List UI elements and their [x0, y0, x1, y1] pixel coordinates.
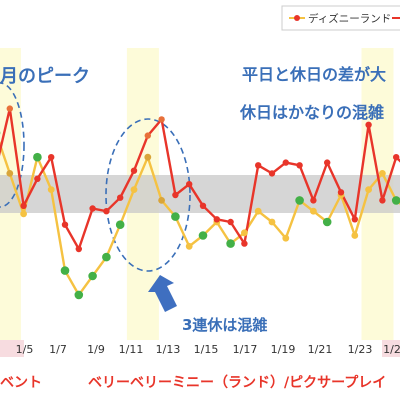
series-0-point-3 — [33, 152, 42, 162]
series-1-point-4 — [48, 154, 55, 161]
series-0-point-1 — [6, 170, 14, 177]
x-tick-8: 1/21 — [308, 343, 333, 356]
series-0-point-17 — [226, 239, 235, 248]
series-1-point-16 — [213, 216, 220, 223]
series-0-point-15 — [198, 231, 208, 240]
series-0-point-23 — [310, 207, 317, 215]
x-tick-0: 1/5 — [16, 343, 34, 356]
x-tick-3: 1/11 — [119, 343, 144, 356]
series-1-point-20 — [268, 170, 276, 177]
legend-label-disney-land: ディズニーランド — [308, 12, 391, 25]
series-1-point-6 — [75, 245, 83, 253]
series-0-point-18 — [241, 229, 248, 237]
series-0-point-13 — [171, 212, 180, 221]
series-0-point-29 — [391, 196, 400, 205]
series-0-point-4 — [47, 186, 55, 194]
x-tick-6: 1/17 — [233, 343, 258, 356]
x-axis-label-strip-right — [382, 340, 400, 357]
series-1-point-24 — [324, 159, 331, 166]
x-tick-2: 1/9 — [87, 343, 105, 356]
series-0-point-28 — [379, 170, 386, 177]
three-day-weekend-ellipse — [105, 118, 191, 272]
series-0-point-8 — [102, 252, 111, 262]
series-0-point-19 — [254, 207, 262, 215]
legend-swatch-marker-disney-land — [294, 15, 300, 21]
x-tick-5: 1/15 — [194, 343, 219, 356]
x-tick-7: 1/19 — [271, 343, 296, 356]
three-day-weekend-annotation: 3連休は混雑 — [182, 316, 267, 334]
series-1-point-13 — [172, 191, 179, 199]
series-1-point-26 — [351, 216, 358, 223]
series-1-point-14 — [186, 181, 193, 188]
legend: ディズニーランド — [281, 5, 400, 31]
series-1-point-7 — [89, 205, 96, 212]
series-1-point-8 — [103, 208, 110, 215]
x-tick-1: 1/7 — [49, 343, 67, 356]
series-1-point-15 — [199, 202, 207, 209]
series-1-point-9 — [117, 194, 124, 201]
series-0-point-6 — [74, 290, 84, 300]
series-0-point-12 — [158, 197, 166, 204]
series-1-point-27 — [365, 121, 372, 128]
x-axis-label-strip-left — [0, 340, 24, 357]
series-1-point-29 — [393, 154, 400, 161]
series-1-point-17 — [227, 218, 234, 226]
blue-arrow — [148, 275, 177, 312]
series-1-point-10 — [130, 167, 138, 174]
x-tick-10: 1/2 — [383, 343, 400, 356]
series-1-point-3 — [34, 175, 41, 182]
series-0-point-9 — [115, 220, 125, 229]
series-1-point-28 — [379, 197, 386, 204]
series-1-point-25 — [337, 189, 345, 196]
series-1-point-23 — [310, 197, 317, 204]
event-right-annotation: ベリーベリーミニー（ランド）/ピクサープレイ — [88, 375, 386, 391]
weekday-holiday-diff-annotation: 平日と休日の差が大 — [242, 65, 386, 84]
series-0-point-7 — [88, 271, 97, 281]
peak-dashed-ellipse — [0, 82, 25, 208]
x-tick-4: 1/13 — [156, 343, 181, 356]
series-1-point-1 — [6, 105, 13, 112]
series-0-point-5 — [60, 266, 70, 275]
series-1-point-22 — [296, 162, 303, 169]
series-1-point-5 — [61, 221, 69, 228]
series-1-point-12 — [158, 116, 165, 123]
holiday-crowded-annotation: 休日はかなりの混雑 — [239, 103, 384, 122]
series-0-point-24 — [322, 217, 332, 227]
series-0-point-11 — [144, 153, 152, 161]
series-0-point-26 — [351, 232, 359, 239]
series-1-point-19 — [255, 162, 262, 169]
series-0-point-10 — [130, 186, 138, 194]
series-0-point-27 — [365, 186, 372, 194]
x-tick-9: 1/23 — [348, 343, 373, 356]
series-0-point-21 — [282, 234, 290, 242]
series-1-point-11 — [144, 132, 151, 139]
series-1-point-21 — [282, 159, 289, 166]
x-tick-labels: 1/5 1/7 1/9 1/11 1/13 1/15 1/17 1/19 1/21 1/23 1/2 — [16, 343, 400, 356]
series-0-point-20 — [268, 218, 276, 226]
series-1-point-2 — [20, 202, 27, 209]
peak-annotation: 月のピーク — [0, 66, 90, 87]
series-0-point-22 — [295, 196, 304, 205]
series-layer — [0, 105, 400, 300]
series-0-point-14 — [185, 242, 193, 250]
event-left-annotation: ベント — [0, 375, 42, 391]
series-0-point-2 — [20, 210, 27, 218]
series-line-0 — [0, 140, 400, 297]
series-1-point-18 — [241, 240, 248, 247]
